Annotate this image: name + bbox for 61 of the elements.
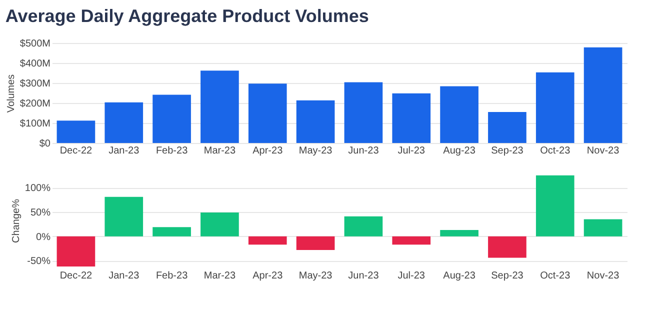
y-tick-label: -50%	[27, 256, 51, 268]
bar	[584, 47, 622, 143]
y-axis-title: Change%	[10, 198, 22, 243]
bar	[56, 236, 96, 267]
x-tick-label: May-23	[298, 270, 333, 282]
x-tick-label: May-23	[298, 146, 333, 156]
bar	[536, 72, 574, 143]
x-tick-label: Dec-22	[60, 146, 93, 156]
x-tick-label: Mar-23	[204, 146, 236, 156]
bar	[296, 100, 335, 143]
y-tick-label: $500M	[20, 38, 50, 50]
bar	[248, 84, 287, 143]
x-tick-label: Jan-23	[108, 270, 140, 282]
chart-title: Average Daily Aggregate Product Volumes	[5, 6, 369, 26]
x-tick-label: Feb-23	[156, 146, 188, 156]
x-tick-label: Jan-23	[108, 146, 140, 156]
bar	[344, 216, 383, 236]
bar	[104, 196, 144, 236]
y-tick-label: $100M	[20, 118, 50, 130]
bar	[536, 175, 574, 236]
bar	[104, 102, 144, 143]
x-tick-label: Oct-23	[540, 270, 571, 282]
bar	[200, 212, 239, 236]
bar	[296, 236, 335, 250]
x-tick-label: Sep-23	[491, 270, 524, 282]
bar	[200, 70, 239, 143]
y-tick-label: 0%	[36, 232, 51, 243]
x-tick-label: Nov-23	[586, 146, 620, 156]
x-tick-label: Apr-23	[252, 270, 284, 282]
x-tick-label: Feb-23	[156, 270, 188, 282]
y-axis-title: Volumes	[6, 74, 17, 113]
x-tick-label: Mar-23	[204, 270, 236, 282]
x-tick-label: Jun-23	[348, 270, 380, 282]
y-tick-label: 100%	[24, 183, 51, 194]
bar	[440, 230, 478, 236]
bar	[56, 120, 96, 143]
x-tick-label: Jun-23	[348, 146, 380, 156]
bar	[488, 236, 526, 258]
x-tick-label: Apr-23	[252, 146, 284, 156]
x-tick-label: Sep-23	[491, 146, 524, 156]
bar	[344, 82, 383, 143]
y-tick-label: $400M	[20, 58, 50, 70]
bar	[152, 227, 191, 236]
x-tick-label: Jul-23	[398, 270, 426, 282]
bar	[488, 112, 526, 143]
x-tick-label: Nov-23	[586, 270, 620, 282]
bar	[248, 236, 287, 245]
y-tick-label: $300M	[20, 78, 50, 90]
y-tick-label: $200M	[20, 98, 50, 110]
x-tick-label: Jul-23	[398, 146, 426, 156]
bar	[440, 86, 478, 143]
x-tick-label: Dec-22	[60, 270, 93, 282]
bar	[392, 93, 431, 143]
y-tick-label: 50%	[30, 207, 51, 218]
y-tick-label: $0	[39, 138, 51, 150]
x-tick-label: Aug-23	[443, 270, 476, 282]
bar	[392, 236, 431, 245]
x-tick-label: Aug-23	[443, 146, 476, 156]
bar	[152, 94, 191, 143]
bar	[584, 219, 622, 236]
x-tick-label: Oct-23	[540, 146, 571, 156]
